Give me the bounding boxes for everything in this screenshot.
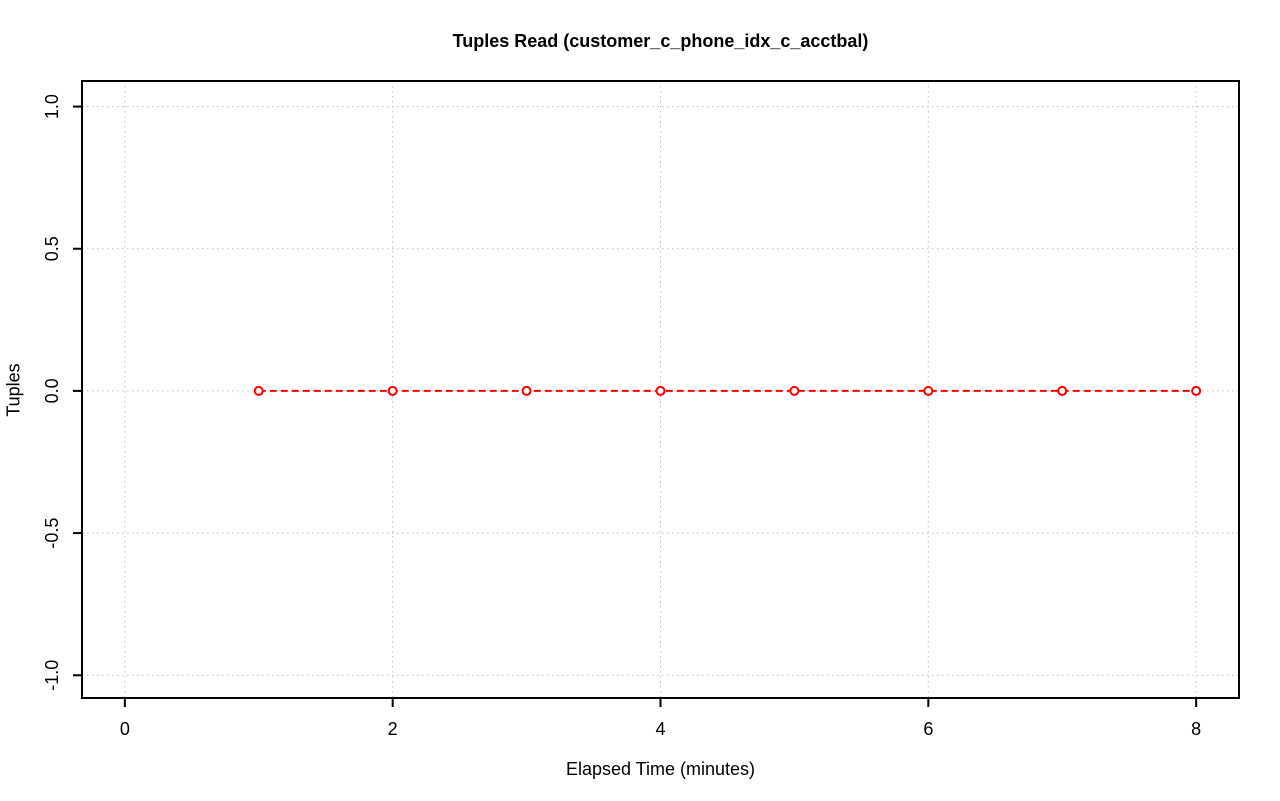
data-point (521, 385, 532, 396)
data-point (1057, 385, 1068, 396)
data-point (789, 385, 800, 396)
data-point (387, 385, 398, 396)
x-axis-label: Elapsed Time (minutes) (565, 759, 756, 779)
y-tick-label: -0.5 (42, 518, 62, 549)
data-point (655, 385, 666, 396)
data-point (1191, 385, 1202, 396)
y-tick-label: 0.5 (42, 236, 62, 261)
y-tick-label: -1.0 (42, 660, 62, 691)
x-tick-label: 4 (655, 719, 665, 739)
y-axis-label: Tuples (3, 363, 24, 417)
data-point (923, 385, 934, 396)
x-tick-label: 2 (388, 719, 398, 739)
x-tick-label: 0 (120, 719, 130, 739)
y-tick-label: 1.0 (42, 94, 62, 119)
x-tick-label: 8 (1191, 719, 1201, 739)
x-tick-label: 6 (923, 719, 933, 739)
y-tick-label: 0.0 (42, 378, 62, 403)
data-point (253, 385, 264, 396)
chart-title: Tuples Read (customer_c_phone_idx_c_acct… (452, 31, 869, 51)
